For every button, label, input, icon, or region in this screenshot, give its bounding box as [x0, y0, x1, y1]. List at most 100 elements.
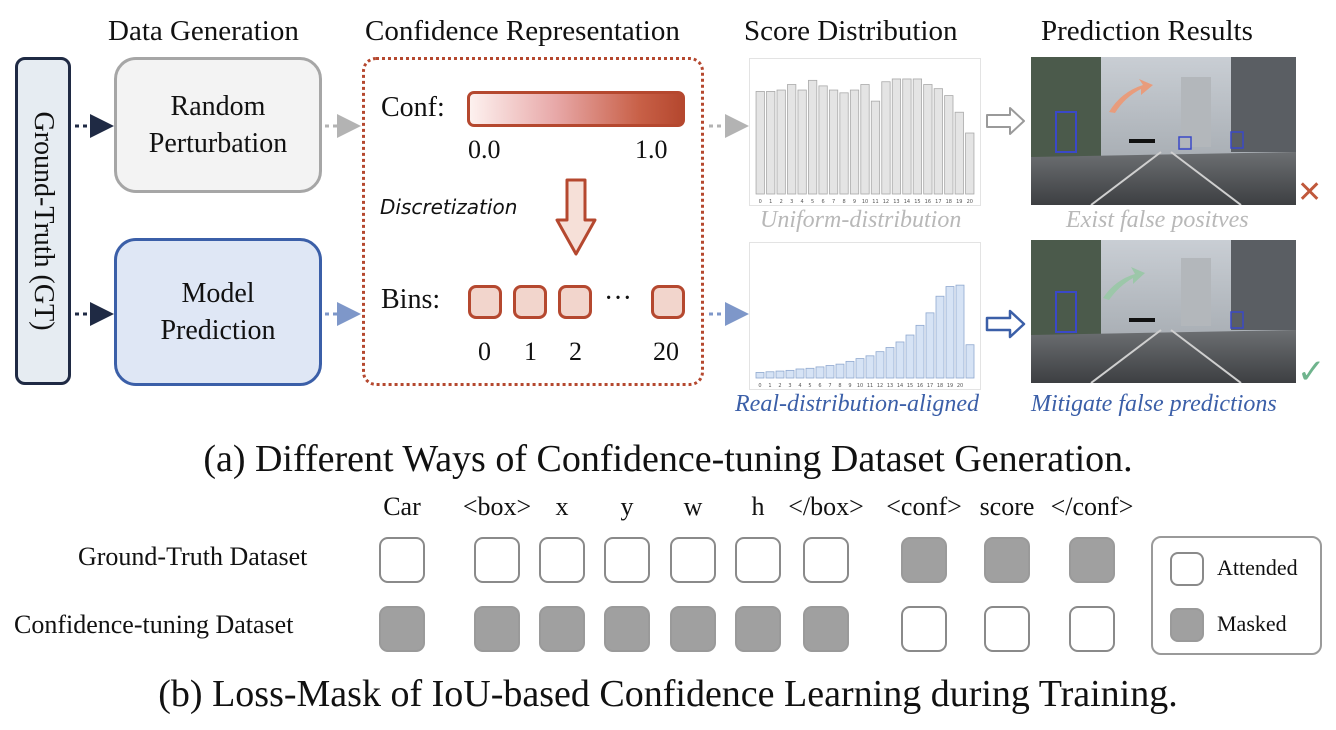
random-perturbation-line1: Random	[170, 91, 266, 122]
bin-index-0: 0	[478, 337, 491, 366]
token-header: </box>	[788, 492, 864, 521]
real-hist-tick-label: 12	[877, 383, 883, 389]
uniform-hist-bar	[902, 78, 912, 195]
real-hist-tick-label: 17	[927, 383, 933, 389]
real-hist-bar	[785, 369, 795, 379]
uniform-caption: Uniform-distribution	[760, 207, 962, 233]
real-caption: Real-distribution-aligned	[735, 391, 979, 417]
real-hist-tick-label: 6	[818, 383, 821, 389]
token-cell-attended	[1069, 606, 1115, 652]
token-cell-masked	[539, 606, 585, 652]
uniform-hist-tick-label: 6	[822, 199, 825, 205]
token-cell-attended	[474, 537, 520, 583]
uniform-hist-tick-label: 10	[862, 199, 868, 205]
uniform-hist-tick-label: 8	[842, 199, 845, 205]
real-hist-tick-label: 10	[857, 383, 863, 389]
token-header: y	[620, 492, 634, 521]
uniform-hist-bar	[954, 111, 964, 195]
bin-2	[558, 285, 592, 319]
token-cell-attended	[604, 537, 650, 583]
conf-label: Conf:	[381, 92, 445, 123]
bins-label: Bins:	[381, 284, 441, 315]
uniform-hist-tick-label: 0	[759, 199, 762, 205]
conf-min-label: 0.0	[468, 135, 501, 164]
real-hist-bar	[935, 295, 945, 379]
uniform-hist-tick-label: 20	[967, 199, 973, 205]
real-hist-bar	[875, 351, 885, 379]
uniform-to-result-arrow-icon	[986, 107, 1025, 135]
real-hist-bar	[805, 367, 815, 379]
real-hist-tick-label: 15	[907, 383, 913, 389]
token-header: </conf>	[1050, 492, 1134, 521]
real-hist-bar	[925, 312, 935, 379]
real-hist-bar	[755, 372, 765, 379]
bin-20	[651, 285, 685, 319]
real-hist-tick-label: 20	[957, 383, 963, 389]
real-histogram: 0 1 2 3 4 5 6 7 8 9 10 11 12 13 14 15 16 17 18 19 20	[749, 242, 981, 390]
token-cell-attended	[539, 537, 585, 583]
bin-index-20: 20	[653, 337, 679, 366]
real-hist-tick-label: 16	[917, 383, 923, 389]
token-header: x	[555, 492, 569, 521]
uniform-hist-tick-label: 5	[811, 199, 814, 205]
bin-index-1: 1	[524, 337, 537, 366]
uniform-hist-tick-label: 1	[769, 199, 772, 205]
token-cell-masked	[803, 606, 849, 652]
confidence-gradient-bar	[467, 91, 685, 127]
uniform-hist-tick-label: 13	[893, 199, 899, 205]
token-header: h	[751, 492, 765, 521]
bins-ellipsis: ···	[604, 283, 632, 314]
real-hist-bar	[835, 363, 845, 379]
conf-max-label: 1.0	[635, 135, 668, 164]
caption-b: (b) Loss-Mask of IoU-based Confidence Le…	[158, 673, 1178, 715]
real-hist-bar	[795, 368, 805, 379]
real-hist-bar	[945, 286, 955, 379]
uniform-hist-bar	[776, 89, 786, 195]
real-to-result-arrow-icon	[985, 309, 1026, 339]
uniform-hist-tick-label: 18	[946, 199, 952, 205]
uniform-hist-bar	[839, 92, 849, 195]
real-hist-bar	[905, 334, 915, 379]
token-cell-masked	[984, 537, 1030, 583]
token-header: Car	[383, 492, 421, 521]
confidence-representation-box	[362, 57, 704, 386]
token-cell-attended	[984, 606, 1030, 652]
real-hist-tick-label: 14	[897, 383, 903, 389]
token-header: <box>	[462, 492, 532, 521]
token-cell-attended	[379, 537, 425, 583]
token-cell-attended	[735, 537, 781, 583]
token-cell-attended	[670, 537, 716, 583]
real-hist-bar	[965, 344, 975, 379]
mask-row-ground-truth	[0, 535, 1140, 585]
uniform-hist-tick-label: 12	[883, 199, 889, 205]
real-hist-bar	[915, 324, 925, 379]
connector-layer	[75, 107, 1026, 339]
token-header-row: Car <box> x y w h </box> <conf> score </conf>	[0, 492, 1336, 526]
uniform-hist-bar	[881, 81, 891, 195]
discretization-arrow-icon	[555, 178, 597, 256]
real-hist-bar	[955, 284, 965, 379]
real-hist-tick-label: 9	[848, 383, 851, 389]
real-hist-tick-label: 11	[867, 383, 873, 389]
uniform-hist-bar	[891, 78, 902, 195]
model-prediction-box: Model Prediction	[114, 238, 322, 386]
real-hist-tick-label: 3	[788, 383, 791, 389]
random-perturbation-box: Random Perturbation	[114, 57, 322, 193]
token-header: score	[979, 492, 1035, 521]
real-hist-bar	[865, 355, 875, 379]
uniform-hist-bar	[787, 84, 797, 195]
real-hist-tick-label: 2	[778, 383, 781, 389]
token-cell-masked	[379, 606, 425, 652]
real-hist-bar	[775, 370, 785, 379]
uniform-hist-bar	[828, 89, 839, 195]
legend-masked-label: Masked	[1217, 611, 1287, 636]
token-cell-masked	[604, 606, 650, 652]
real-hist-tick-label: 1	[768, 383, 771, 389]
bin-0	[468, 285, 502, 319]
uniform-hist-bar	[912, 78, 922, 195]
token-cell-masked	[901, 537, 947, 583]
uniform-hist-bar	[870, 100, 881, 195]
legend-attended-label: Attended	[1217, 555, 1298, 580]
row-label-ground-truth: Ground-Truth Dataset	[78, 542, 308, 571]
result-image-top	[1031, 57, 1296, 205]
